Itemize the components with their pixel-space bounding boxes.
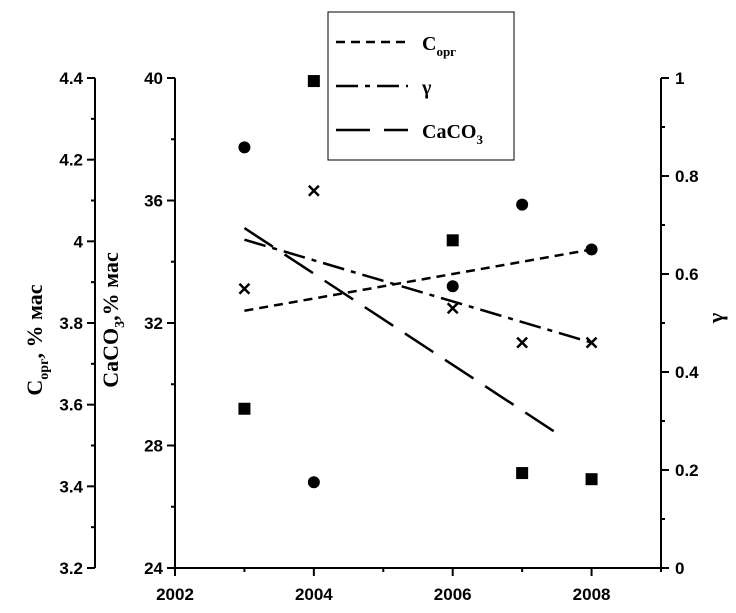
legend-label: CaCO3 — [422, 121, 483, 147]
point-circle — [446, 280, 459, 293]
y-right-tick-label: 0.6 — [675, 265, 699, 284]
y-outer-tick-label: 4.2 — [59, 151, 83, 170]
trendline-dashed — [244, 248, 592, 312]
point-circle — [238, 141, 251, 154]
y-right-tick-label: 0.2 — [675, 461, 699, 480]
trendlines — [243, 227, 592, 435]
y-right-title: γ — [703, 313, 728, 324]
axis-titles: Cорг, % мас CaCO3,% мас γ — [22, 252, 728, 396]
y-right-tick-label: 0.8 — [675, 167, 699, 186]
point-cross — [585, 336, 598, 349]
legend: Cорг γ CaCO3 — [327, 11, 515, 161]
point-square — [446, 234, 459, 247]
x-tick-label: 2006 — [434, 585, 472, 604]
y-inner-tick-label: 32 — [144, 314, 163, 333]
point-square — [516, 467, 529, 480]
point-circle — [307, 476, 320, 489]
x-tick-label: 2004 — [295, 585, 333, 604]
point-square — [238, 402, 251, 415]
data-points — [238, 75, 598, 489]
legend-label: γ — [421, 77, 432, 99]
y-right-tick-label: 0 — [675, 559, 684, 578]
point-cross — [446, 302, 459, 315]
point-square — [585, 473, 598, 486]
y-inner-title: CaCO3,% мас — [98, 252, 128, 388]
y-outer-tick-label: 3.2 — [59, 559, 83, 578]
legend-box — [327, 11, 515, 161]
y-outer-tick-label: 4 — [74, 232, 84, 251]
tick-labels: 2002 2004 2006 2008 3.2 3.4 3.6 3.8 4 4.2 4.4 24 28 3… — [59, 69, 699, 604]
tick-marks — [87, 77, 669, 576]
y-outer-tick-label: 4.4 — [59, 69, 83, 88]
point-cross — [307, 184, 320, 197]
y-inner-tick-label: 24 — [144, 559, 163, 578]
x-tick-label: 2008 — [573, 585, 611, 604]
y-right-tick-label: 0.4 — [675, 363, 699, 382]
y-outer-title: Cорг, % мас — [22, 284, 52, 395]
point-circle — [585, 243, 598, 256]
x-tick-label: 2002 — [156, 585, 194, 604]
point-cross — [238, 282, 251, 295]
trendline-long-dash — [243, 227, 558, 435]
trendline-dash-dot — [244, 238, 592, 344]
y-right-tick-label: 1 — [675, 69, 684, 88]
y-outer-tick-label: 3.4 — [59, 477, 83, 496]
point-cross — [516, 336, 529, 349]
legend-label: Cорг — [422, 33, 456, 59]
y-inner-tick-label: 40 — [144, 69, 163, 88]
y-outer-tick-label: 3.6 — [59, 396, 83, 415]
y-outer-tick-label: 3.8 — [59, 314, 83, 333]
y-inner-tick-label: 28 — [144, 437, 163, 456]
y-inner-tick-label: 36 — [144, 192, 163, 211]
point-circle — [516, 198, 529, 211]
point-square — [307, 75, 320, 88]
